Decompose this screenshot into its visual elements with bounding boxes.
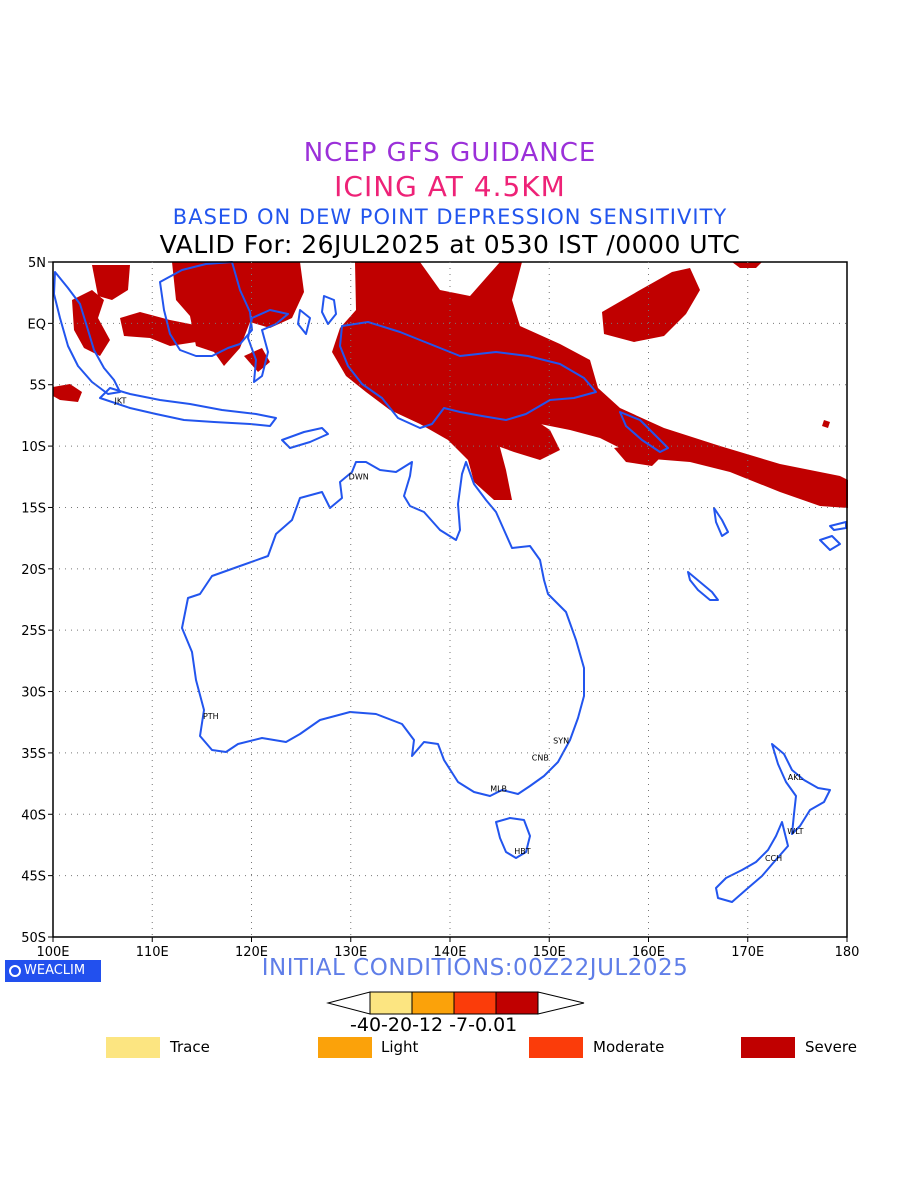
lat-label: 25S — [21, 624, 46, 639]
city-label-dwn: DWN — [349, 473, 369, 482]
lon-label: 140E — [433, 945, 466, 960]
logo-text: WEACLIM — [24, 963, 86, 978]
icing-area-malaya — [92, 265, 130, 300]
lon-label: 150E — [533, 945, 566, 960]
colorbar-right-arrow — [537, 991, 585, 1015]
city-label-akl: AKL — [788, 773, 804, 782]
city-label-cch: CCH — [765, 854, 782, 863]
colorbar-bin-moderate — [453, 991, 497, 1015]
lon-label: 180 — [835, 945, 860, 960]
lat-label: 10S — [21, 440, 46, 455]
lat-label: 15S — [21, 501, 46, 516]
copyright-icon — [9, 965, 21, 977]
icing-area-sumatra-south — [53, 384, 82, 402]
coastline-new-zealand-north — [771, 743, 831, 835]
lat-label: 5N — [28, 256, 46, 271]
legend-swatch-moderate — [529, 1037, 583, 1058]
colorbar-bin-light — [411, 991, 455, 1015]
lon-label: 130E — [334, 945, 367, 960]
icing-area-borneo — [172, 262, 304, 366]
colorbar-left-arrow — [326, 991, 371, 1015]
coastline-australia — [181, 461, 585, 797]
coastline-new-caledonia — [687, 571, 719, 601]
legend-swatch-severe — [741, 1037, 795, 1058]
legend-label-trace: Trace — [170, 1038, 210, 1056]
legend-label-light: Light — [381, 1038, 419, 1056]
coastline-mindanao — [321, 295, 337, 325]
icing-area-islet — [822, 420, 830, 428]
lat-label: 5S — [29, 379, 46, 394]
coastline-borneo — [159, 261, 253, 357]
coastline-tasmania — [495, 817, 531, 859]
colorbar-bin-severe — [495, 991, 539, 1015]
lon-label: 120E — [235, 945, 268, 960]
title-parameter: ICING AT 4.5KM — [334, 170, 566, 203]
coastlines — [53, 261, 847, 903]
title-model: NCEP GFS GUIDANCE — [303, 138, 597, 168]
city-label-pth: PTH — [203, 712, 219, 721]
legend-label-moderate: Moderate — [593, 1038, 665, 1056]
coastline-fiji — [819, 535, 841, 551]
lon-label: 170E — [731, 945, 764, 960]
coastline-vanuatu — [713, 507, 729, 537]
icing-area-pacific-north — [602, 268, 700, 342]
city-label-wlt: WLT — [787, 827, 803, 836]
city-label-mlb: MLB — [490, 784, 507, 793]
colorbar — [326, 991, 585, 1015]
coastline-new-zealand-south — [715, 821, 789, 903]
initial-conditions-label: INITIAL CONDITIONS:00Z22JUL2025 — [261, 955, 689, 981]
coastline-halmahera — [297, 309, 311, 335]
icing-area-borneo-west — [120, 312, 200, 346]
colorbar-bin-trace — [369, 991, 413, 1015]
weaclim-logo: WEACLIM — [5, 960, 101, 982]
coastline-new-guinea — [339, 321, 597, 429]
city-label-jkt: JKT — [114, 396, 127, 405]
lat-label: 50S — [21, 931, 46, 946]
coastline-solomons — [619, 411, 669, 453]
tick-marks — [48, 261, 848, 942]
coastline-java — [99, 387, 277, 427]
lon-label: 100E — [36, 945, 69, 960]
city-label-syn: SYN — [553, 736, 569, 745]
longitude-labels: 100E 110E 120E 130E 140E 150E 160E 170E 180 — [36, 945, 859, 960]
coastline-fiji-east — [829, 521, 847, 531]
lat-label: 35S — [21, 747, 46, 762]
icing-area-pacific-north-small — [732, 262, 762, 268]
lon-label: 160E — [632, 945, 665, 960]
lat-label: 40S — [21, 808, 46, 823]
legend-swatch-trace — [106, 1037, 160, 1058]
lat-label: 20S — [21, 563, 46, 578]
lat-label: EQ — [28, 317, 46, 332]
lon-label: 110E — [136, 945, 169, 960]
legend-label-severe: Severe — [805, 1038, 857, 1056]
latitude-labels: 5N EQ 5S 10S 15S 20S 25S 30S 35S 40S 45S 50S — [21, 256, 46, 946]
city-markers: JKT DWN PTH SYN CNB MLB HBT AKL WLT CCH — [114, 396, 804, 863]
coastline-timor — [281, 427, 329, 449]
coastline-celebes — [247, 309, 289, 383]
icing-area-solomon-sea — [484, 410, 560, 460]
city-label-cnb: CNB — [532, 754, 549, 763]
lat-label: 45S — [21, 870, 46, 885]
legend-swatch-light — [318, 1037, 372, 1058]
title-valid-time: VALID For: 26JUL2025 at 0530 IST /0000 U… — [159, 230, 741, 259]
title-method: BASED ON DEW POINT DEPRESSION SENSITIVIT… — [172, 205, 728, 229]
city-label-hbt: HBT — [514, 847, 531, 856]
lat-label: 30S — [21, 686, 46, 701]
colorbar-scale-labels: -40-20-12 -7-0.01 — [350, 1014, 518, 1036]
graticule — [53, 262, 847, 937]
coastline-sumatra — [53, 271, 121, 395]
